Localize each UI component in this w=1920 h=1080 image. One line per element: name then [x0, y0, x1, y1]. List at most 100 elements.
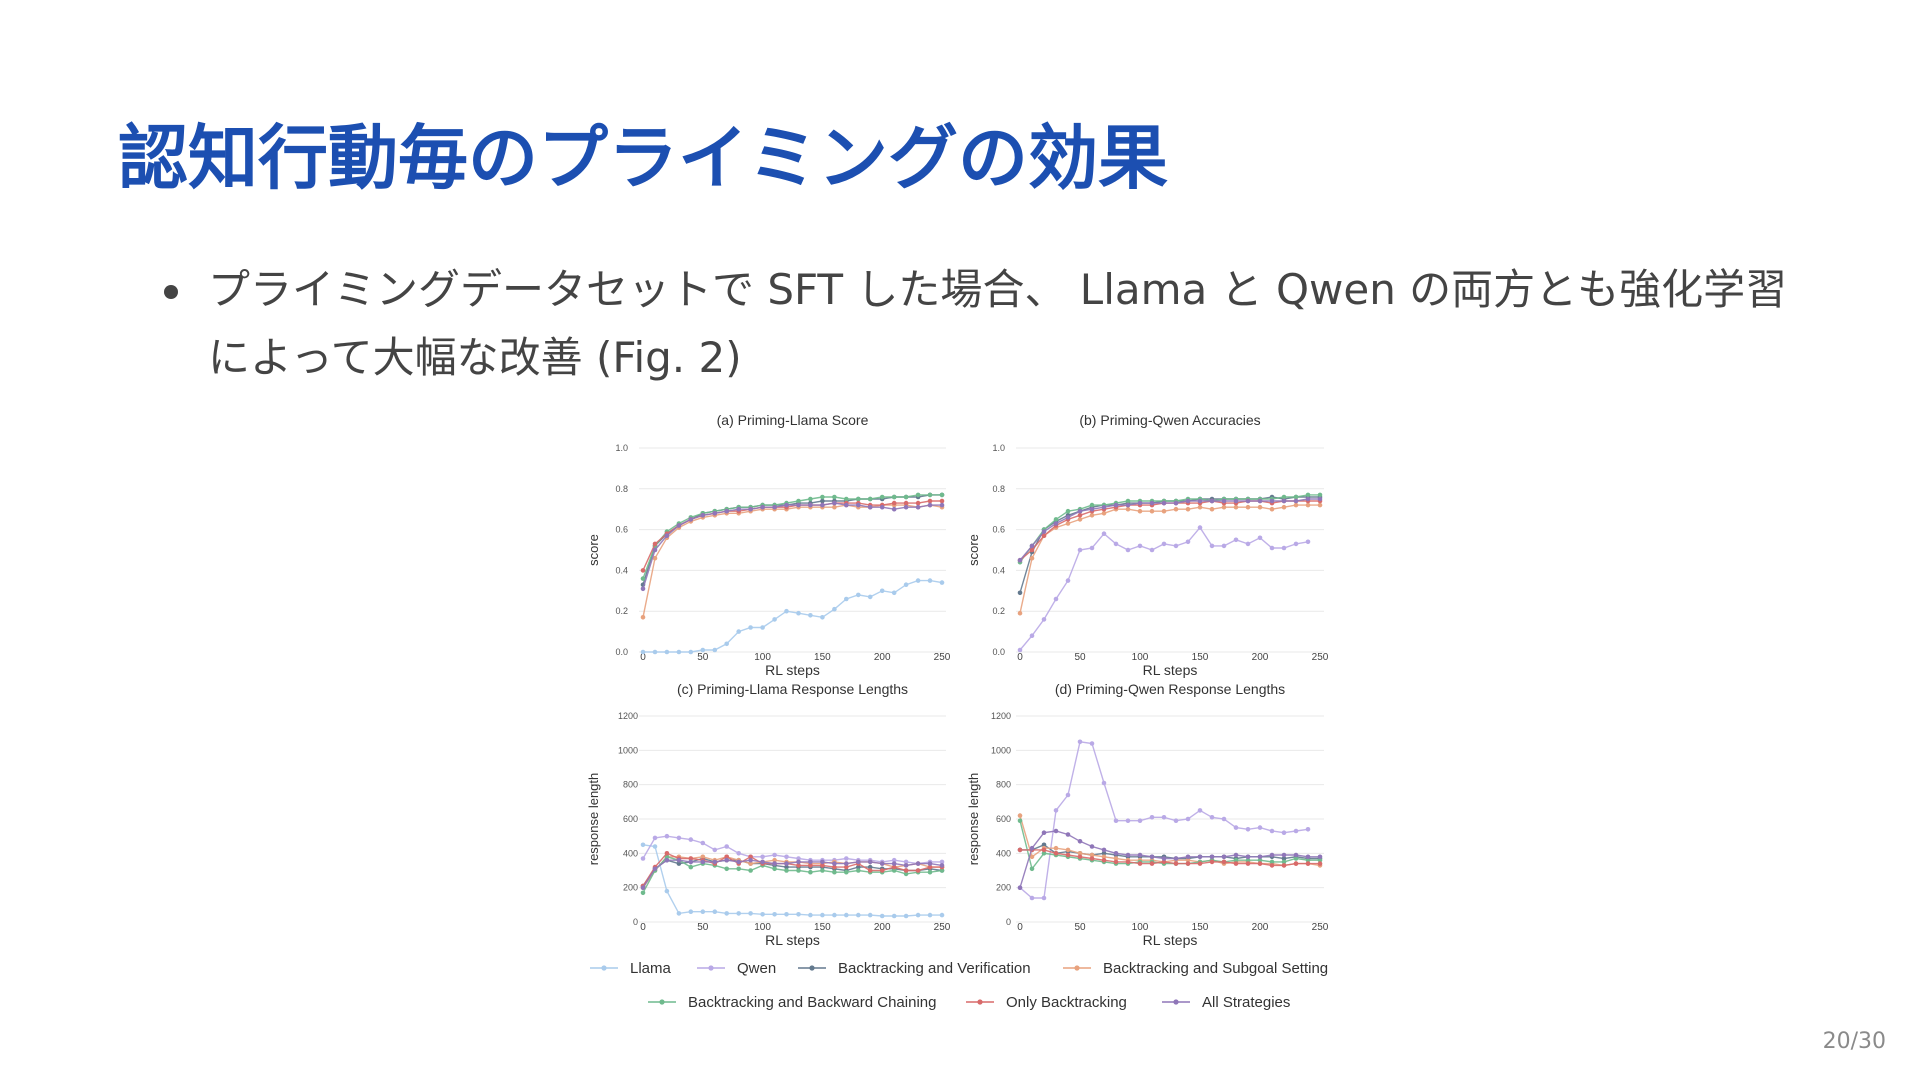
chart-c-point-only-backtracking: [724, 854, 729, 860]
chart-b-point-backtracking-and-subgoal-setting: [1209, 506, 1215, 512]
chart-d-point-only-backtracking: [1113, 859, 1119, 865]
chart-b-point-backtracking-and-subgoal-setting: [1245, 504, 1251, 510]
chart-d-point-qwen: [1089, 741, 1095, 746]
chart-d-ytick-label: 0: [1006, 917, 1011, 927]
chart-d-point-all-strategies: [1209, 854, 1215, 860]
chart-c-point-qwen: [676, 835, 682, 841]
chart-d-point-qwen: [1113, 818, 1119, 823]
chart-c-ytick-label: 200: [623, 883, 638, 893]
chart-b-point-backtracking-and-backward-chaining: [1293, 494, 1299, 500]
chart-b-point-backtracking-and-verification: [1017, 590, 1023, 596]
chart-c-point-llama: [688, 909, 694, 914]
chart-a-ylabel: score: [586, 534, 601, 566]
chart-d-point-backtracking-and-backward-chaining: [1017, 818, 1023, 823]
chart-a-point-llama: [664, 649, 670, 655]
chart-c-point-all-strategies: [748, 857, 753, 863]
chart-c-ytick-label: 800: [623, 780, 638, 790]
chart-d-point-backtracking-and-verification: [1041, 842, 1047, 848]
chart-c-ytick-label: 600: [623, 814, 638, 824]
chart-c-point-llama: [796, 912, 801, 917]
chart-b-point-all-strategies: [1293, 498, 1299, 504]
chart-c-point-llama: [927, 912, 933, 918]
chart-b-point-all-strategies: [1089, 506, 1095, 512]
chart-b-xlabel: RL steps: [1143, 662, 1198, 678]
chart-b-point-backtracking-and-backward-chaining: [1125, 498, 1131, 504]
chart-a-point-llama: [712, 647, 718, 653]
chart-a-point-all-strategies: [820, 502, 825, 508]
chart-b-point-all-strategies: [1185, 498, 1191, 504]
chart-c-point-all-strategies: [760, 859, 765, 865]
chart-c-point-only-backtracking: [688, 856, 694, 861]
chart-d-point-all-strategies: [1053, 828, 1059, 834]
chart-c-point-llama: [820, 912, 825, 918]
chart-c-point-backtracking-and-subgoal-setting: [772, 857, 777, 863]
chart-d-ytick-label: 800: [996, 780, 1011, 790]
chart-c-point-all-strategies: [772, 861, 777, 866]
chart-b-point-qwen: [1149, 547, 1155, 553]
chart-a-point-all-strategies: [927, 502, 933, 508]
chart-b-xtick-label: 100: [1132, 652, 1149, 663]
chart-b-point-qwen: [1137, 543, 1143, 549]
chart-d-point-only-backtracking: [1173, 861, 1179, 866]
chart-b-point-all-strategies: [1221, 498, 1227, 504]
chart-b-point-backtracking-and-subgoal-setting: [1233, 504, 1239, 510]
chart-b-xtick-label: 150: [1192, 652, 1209, 663]
chart-b-point-all-strategies: [1209, 498, 1215, 504]
chart-d-point-qwen: [1293, 828, 1299, 834]
chart-a-point-all-strategies: [652, 547, 658, 553]
chart-c-point-only-backtracking: [820, 863, 825, 868]
chart-c-point-only-backtracking: [891, 864, 897, 870]
chart-d-point-all-strategies: [1269, 852, 1275, 858]
chart-a-point-llama: [891, 590, 897, 596]
chart-a-xtick-label: 150: [814, 652, 831, 663]
chart-c-point-llama: [700, 909, 706, 914]
chart-d-point-all-strategies: [1065, 832, 1071, 837]
chart-a-point-backtracking-and-backward-chaining: [939, 492, 945, 498]
chart-d-point-only-backtracking: [1245, 861, 1251, 866]
chart-b-point-backtracking-and-subgoal-setting: [1317, 502, 1323, 508]
chart-d-point-only-backtracking: [1209, 859, 1215, 865]
chart-b-point-all-strategies: [1257, 498, 1263, 504]
chart-c-series-qwen: [642, 835, 942, 865]
chart-c-point-all-strategies: [724, 857, 729, 863]
legend-label-only-backtracking: Only Backtracking: [1006, 994, 1127, 1011]
chart-c-point-llama: [867, 912, 873, 918]
chart-b-point-qwen: [1161, 541, 1167, 547]
chart-b-point-only-backtracking: [1029, 547, 1035, 553]
chart-d-point-all-strategies: [1233, 852, 1239, 858]
bullet-text: プライミングデータセットで SFT した場合、 Llama と Qwen の両方…: [208, 265, 1788, 382]
chart-d-point-backtracking-and-verification: [1281, 856, 1287, 861]
chart-b-point-backtracking-and-subgoal-setting: [1221, 504, 1227, 510]
chart-a-point-all-strategies: [760, 504, 765, 510]
chart-c-point-qwen: [760, 854, 765, 860]
chart-c-point-qwen: [891, 857, 897, 863]
chart-c-point-backtracking-and-backward-chaining: [856, 868, 861, 873]
chart-a-point-all-strategies: [915, 504, 921, 510]
chart-a-point-backtracking-and-backward-chaining: [796, 498, 801, 504]
chart-d-point-backtracking-and-backward-chaining: [1029, 866, 1035, 872]
chart-c-point-qwen: [796, 856, 801, 861]
chart-d-point-backtracking-and-backward-chaining: [1245, 857, 1251, 863]
chart-b-point-backtracking-and-subgoal-setting: [1269, 506, 1275, 512]
chart-a-series-all-strategies: [642, 502, 942, 590]
bullet-list: プライミングデータセットで SFT した場合、 Llama と Qwen の両方…: [164, 256, 1824, 392]
chart-a-point-llama: [676, 649, 682, 655]
chart-d-point-qwen: [1041, 895, 1047, 901]
chart-c-point-qwen: [700, 840, 706, 846]
chart-a-point-all-strategies: [772, 504, 777, 510]
chart-a-point-backtracking-and-backward-chaining: [915, 492, 921, 498]
chart-b-point-qwen: [1221, 543, 1227, 549]
chart-c-ytick-label: 1000: [618, 745, 638, 755]
chart-a-point-all-strategies: [724, 508, 729, 514]
chart-d-point-backtracking-and-backward-chaining: [1317, 857, 1323, 863]
chart-c-point-backtracking-and-verification: [856, 864, 861, 870]
chart-d-point-all-strategies: [1017, 885, 1023, 890]
chart-c-point-all-strategies: [879, 861, 885, 866]
chart-b-point-qwen: [1233, 537, 1239, 543]
chart-d-point-qwen: [1161, 815, 1167, 820]
chart-b-point-only-backtracking: [1041, 533, 1047, 538]
chart-c-point-qwen: [652, 835, 658, 841]
chart-a-series-llama: [643, 579, 943, 653]
chart-d-point-backtracking-and-subgoal-setting: [1029, 854, 1035, 860]
chart-a-xtick-label: 100: [754, 652, 771, 663]
